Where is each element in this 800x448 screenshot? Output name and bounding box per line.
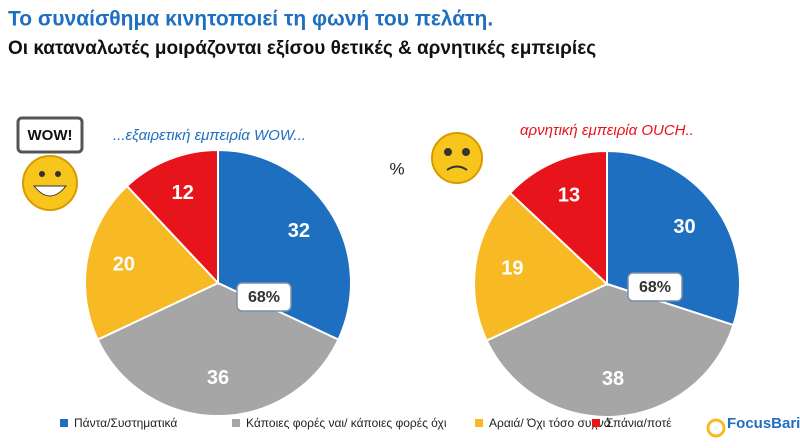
- center-label: 68%: [639, 279, 671, 296]
- ouch-icon: [431, 132, 483, 184]
- percent-sign: %: [389, 159, 404, 178]
- pie-slice: [473, 191, 609, 342]
- slice-label: 38: [602, 368, 624, 390]
- pie-slice: [485, 282, 735, 418]
- slice-label: 13: [558, 184, 580, 206]
- slide-title: Το συναίσθημα κινητοποιεί τη φωνή του πε…: [8, 8, 493, 31]
- slice-label: 36: [207, 367, 229, 389]
- logo: FocusBari: [706, 415, 800, 438]
- slice-label: 30: [673, 216, 695, 238]
- legend-swatch: [592, 419, 600, 427]
- legend-label: Κάποιες φορές ναι/ κάποιες φορές όχι: [246, 416, 447, 430]
- slide-subtitle: Οι καταναλωτές μοιράζονται εξίσου θετικέ…: [8, 38, 596, 59]
- pie-slice: [508, 149, 608, 287]
- slice-label: 20: [113, 253, 135, 275]
- slice-label: 12: [172, 182, 194, 204]
- legend-swatch: [232, 419, 240, 427]
- pie-title: ...εξαιρετική εμπειρία WOW...: [113, 127, 306, 144]
- center-label-box: [627, 272, 683, 302]
- center-label: 68%: [248, 289, 280, 306]
- wow-icon: WOW!: [16, 116, 84, 211]
- slice-label: 19: [501, 257, 523, 279]
- center-label-box: [236, 282, 292, 312]
- legend-label: Αραιά/ Όχι τόσο συχνά: [489, 416, 611, 430]
- wow-text: WOW!: [28, 127, 73, 144]
- pie-slice: [84, 184, 220, 341]
- pie-slice: [96, 281, 340, 417]
- legend-label: Πάντα/Συστηματικά: [74, 416, 177, 430]
- legend-swatch: [60, 419, 68, 427]
- legend-label: Σπάνια/ποτέ: [606, 416, 672, 430]
- legend-swatch: [475, 419, 483, 427]
- pie-slice: [125, 148, 219, 286]
- slice-label: 32: [288, 220, 310, 242]
- pie-title: αρνητική εμπειρία OUCH..: [520, 122, 694, 139]
- logo-text: FocusBari: [727, 415, 800, 432]
